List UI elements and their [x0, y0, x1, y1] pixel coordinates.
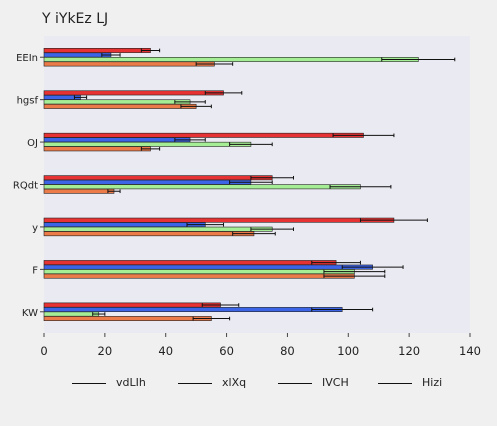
- y-tick-label: hgsf: [17, 96, 39, 107]
- bar: [43, 269, 355, 275]
- y-tick-label: OJ: [27, 138, 38, 149]
- x-tick-label: 60: [219, 344, 234, 358]
- x-tick-label: 40: [158, 344, 173, 358]
- legend-label: Hizi: [422, 376, 443, 389]
- bar: [43, 302, 221, 308]
- bar: [43, 61, 215, 67]
- bar: [43, 52, 112, 58]
- bar: [43, 264, 373, 270]
- bar: [43, 90, 224, 96]
- bar: [43, 175, 273, 181]
- bar: [43, 260, 337, 266]
- legend-label: vdLIh: [116, 376, 146, 389]
- bar: [43, 307, 343, 312]
- x-tick-label: 120: [398, 344, 420, 358]
- bar: [43, 316, 212, 321]
- bar: [43, 132, 364, 138]
- bar: [43, 57, 419, 62]
- x-tick-label: 140: [459, 344, 481, 358]
- chart-title: Y iYkEz LJ: [42, 11, 109, 27]
- bar: [43, 179, 252, 185]
- bar: [43, 188, 115, 194]
- legend-swatch: [278, 383, 312, 384]
- bar: [43, 137, 191, 143]
- legend-swatch: [178, 383, 212, 384]
- bar: [43, 226, 273, 232]
- legend-swatch: [378, 383, 412, 384]
- x-tick-label: 100: [337, 344, 359, 358]
- legend-label: IVCH: [322, 376, 349, 389]
- x-tick-label: 80: [280, 344, 295, 358]
- y-tick-label: KW: [22, 308, 38, 319]
- y-tick-label: EEIn: [16, 53, 38, 64]
- legend: vdLIh xlXq IVCH Hizi: [0, 374, 497, 394]
- legend-label: xlXq: [222, 376, 247, 389]
- bar: [43, 231, 255, 237]
- bar: [43, 311, 100, 317]
- bar: [43, 146, 151, 152]
- y-tick-label: F: [32, 265, 38, 276]
- bar: [43, 184, 361, 190]
- bar: [43, 103, 197, 109]
- x-tick-label: 0: [40, 344, 47, 358]
- bar: [43, 217, 395, 223]
- bar: [43, 99, 191, 105]
- y-tick-label: RQdt: [13, 181, 38, 192]
- bar: [43, 48, 151, 53]
- y-tick-label: y: [32, 223, 38, 234]
- bar: [43, 273, 355, 279]
- bar: [43, 222, 206, 228]
- bar: [43, 141, 252, 147]
- x-tick-label: 20: [98, 344, 113, 358]
- legend-swatch: [72, 383, 106, 384]
